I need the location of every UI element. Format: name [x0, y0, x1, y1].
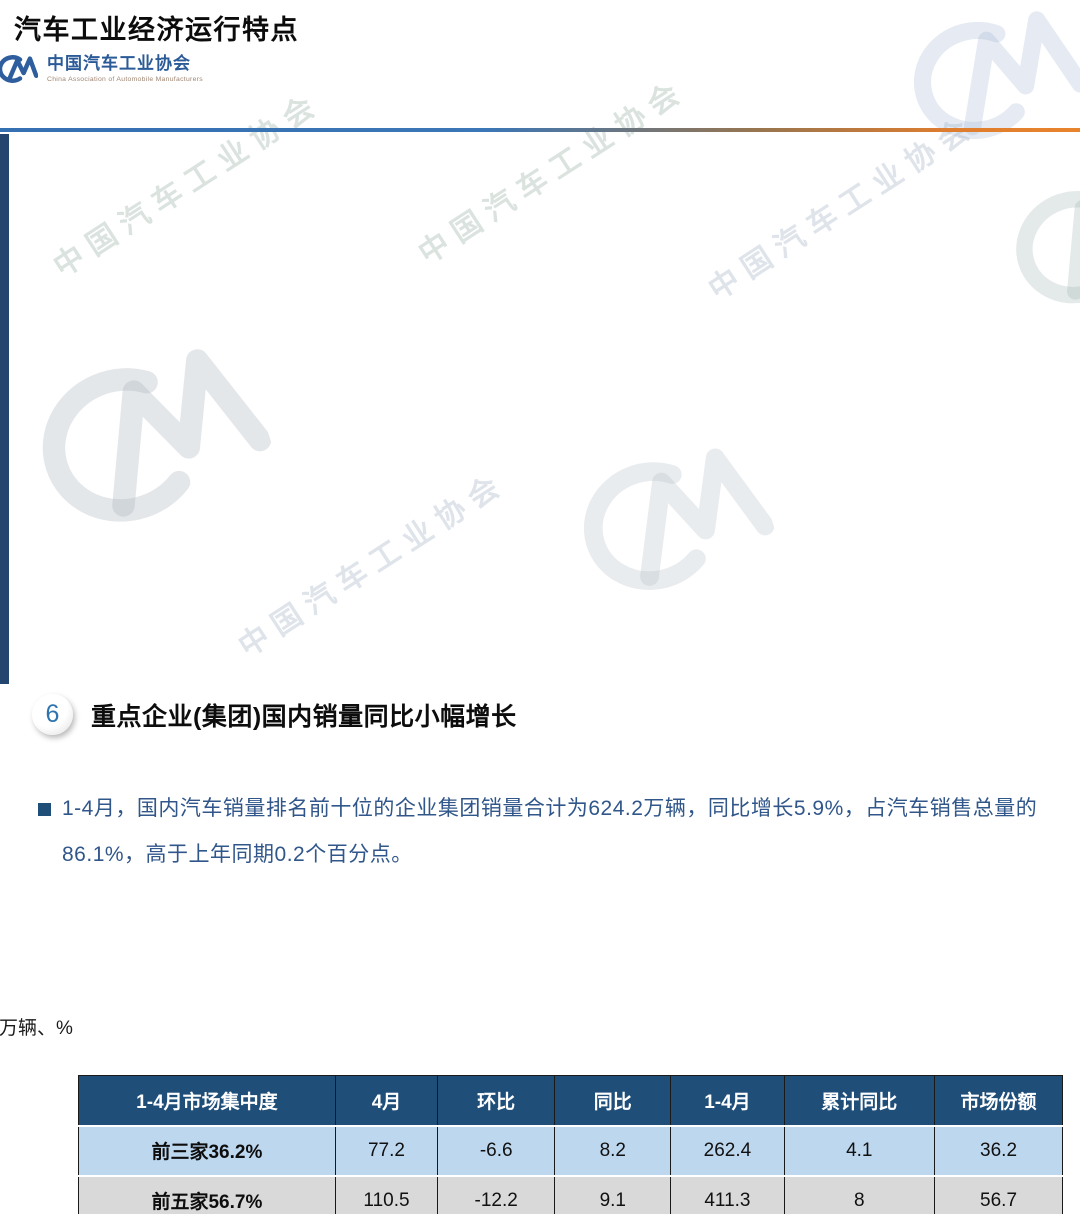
table-cell: -6.6 — [438, 1126, 555, 1176]
left-accent-bar — [0, 134, 9, 684]
cm-swoosh-watermark-icon — [0, 318, 286, 582]
bullet-text: 1-4月，国内汽车销量排名前十位的企业集团销量合计为624.2万辆，同比增长5.… — [62, 786, 1044, 878]
table-header-cell: 累计同比 — [784, 1076, 935, 1126]
table-header-cell: 环比 — [438, 1076, 555, 1126]
table-cell: 9.1 — [555, 1176, 671, 1214]
row-label-cell: 前三家36.2% — [79, 1126, 336, 1176]
table-cell: 8 — [784, 1176, 935, 1214]
unit-label: 单位：万辆、% — [0, 1013, 1022, 1040]
logo-name-en: China Association of Automobile Manufact… — [47, 76, 203, 84]
table-header-cell: 同比 — [555, 1076, 671, 1126]
page-title: 汽车工业经济运行特点 — [14, 8, 1080, 47]
divider-line — [0, 128, 1080, 132]
table-cell: 36.2 — [935, 1126, 1063, 1176]
table-cell: -12.2 — [438, 1176, 555, 1214]
table-header-row: 1-4月市场集中度 4月 环比 同比 1-4月 累计同比 市场份额 — [79, 1076, 1063, 1126]
table-cell: 77.2 — [335, 1126, 437, 1176]
table-cell: 411.3 — [671, 1176, 784, 1214]
section-header: 6 重点企业(集团)国内销量同比小幅增长 — [32, 694, 1080, 735]
bullet-item: 1-4月，国内汽车销量排名前十位的企业集团销量合计为624.2万辆，同比增长5.… — [38, 786, 1044, 878]
table-cell: 4.1 — [784, 1126, 935, 1176]
watermark-text: 中国汽车工业协会 — [228, 459, 514, 666]
table-cell: 110.5 — [335, 1176, 437, 1214]
watermark-text: 中国汽车工业协会 — [698, 102, 984, 309]
row-label-cell: 前五家56.7% — [79, 1176, 336, 1214]
logo-name-zh: 中国汽车工业协会 — [47, 54, 203, 74]
table-row: 前三家36.2% 77.2 -6.6 8.2 262.4 4.1 36.2 — [79, 1126, 1063, 1176]
watermark-text: 中国汽车工业协会 — [43, 79, 329, 286]
section-heading: 重点企业(集团)国内销量同比小幅增长 — [91, 697, 517, 733]
table-cell: 262.4 — [671, 1126, 784, 1176]
table-header-cell: 市场份额 — [935, 1076, 1063, 1126]
cm-logo-icon — [0, 52, 38, 86]
table-cell: 8.2 — [555, 1126, 671, 1176]
table-header-cell: 1-4月市场集中度 — [79, 1076, 336, 1126]
watermark-text: 中国汽车工业协会 — [408, 66, 694, 273]
cm-swoosh-watermark-icon — [504, 423, 786, 637]
section-number-badge: 6 — [32, 694, 73, 735]
table-row: 前五家56.7% 110.5 -12.2 9.1 411.3 8 56.7 — [79, 1176, 1063, 1214]
table-header-cell: 1-4月 — [671, 1076, 784, 1126]
table-header-cell: 4月 — [335, 1076, 437, 1126]
market-concentration-table: 1-4月市场集中度 4月 环比 同比 1-4月 累计同比 市场份额 前三家36.… — [78, 1075, 1063, 1214]
cm-swoosh-watermark-icon — [945, 154, 1080, 348]
caam-logo: 中国汽车工业协会 China Association of Automobile… — [0, 52, 1064, 86]
bullet-square-icon — [38, 803, 51, 816]
table-cell: 56.7 — [935, 1176, 1063, 1214]
